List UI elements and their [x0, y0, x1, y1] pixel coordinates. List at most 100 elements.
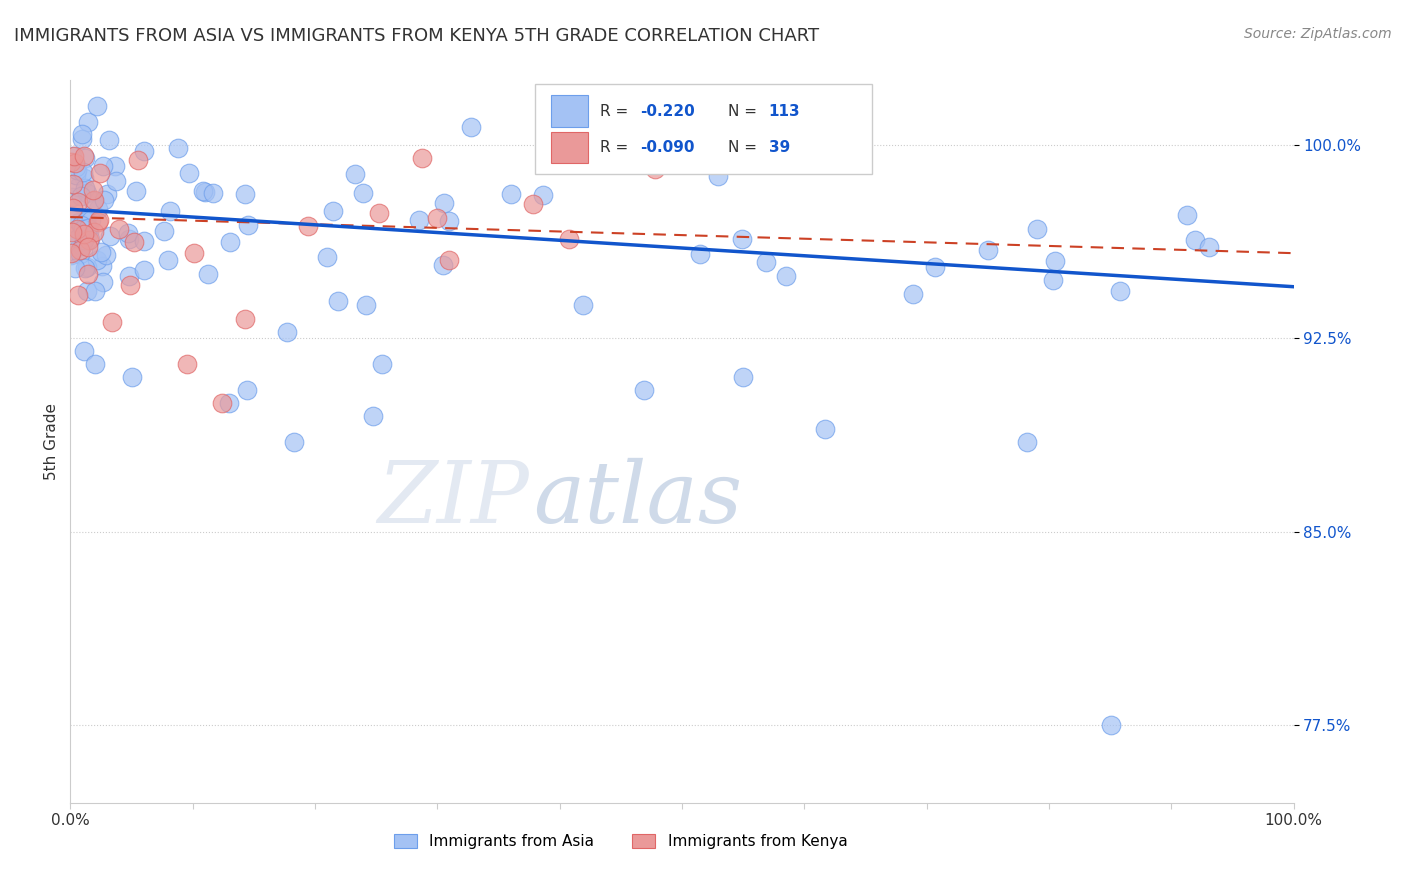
Point [437, 214, 460, 228]
Point [101, 315, 124, 329]
Point [77, 225, 100, 239]
Point [82, 184, 104, 198]
Point [69, 243, 91, 257]
Point [1198, 240, 1220, 254]
Point [197, 267, 219, 281]
Point [104, 174, 127, 188]
Point [62, 149, 84, 163]
Point [276, 325, 298, 339]
Point [76, 284, 98, 298]
Point [572, 298, 595, 312]
Point [87, 215, 110, 229]
Point [75, 213, 97, 227]
Point [90, 244, 112, 259]
Text: N =: N = [728, 103, 762, 119]
Text: atlas: atlas [533, 458, 742, 541]
Point [104, 159, 127, 173]
Legend: Immigrants from Asia, Immigrants from Kenya: Immigrants from Asia, Immigrants from Ke… [387, 826, 855, 856]
Point [1042, 273, 1064, 287]
Point [1175, 209, 1198, 223]
Point [976, 243, 998, 257]
Point [67, 287, 90, 301]
Point [1025, 222, 1047, 236]
Point [283, 434, 305, 449]
Point [66, 162, 89, 177]
Point [70, 189, 93, 203]
Point [62, 201, 84, 215]
Point [73, 261, 96, 276]
Point [1109, 284, 1132, 298]
Point [60, 154, 83, 169]
Point [65, 168, 87, 182]
Point [426, 211, 449, 225]
Point [731, 232, 754, 246]
Point [108, 222, 131, 236]
Point [118, 277, 141, 292]
Point [66, 194, 89, 209]
Point [79, 232, 101, 246]
Point [70, 128, 93, 142]
Y-axis label: 5th Grade: 5th Grade [44, 403, 59, 480]
Point [87, 213, 110, 227]
Point [77, 233, 100, 247]
Point [94, 248, 117, 262]
Point [93, 275, 115, 289]
Point [70, 132, 93, 146]
Point [93, 194, 115, 208]
Text: 39: 39 [769, 140, 790, 155]
Point [67, 231, 90, 245]
Point [152, 224, 174, 238]
FancyBboxPatch shape [551, 132, 588, 163]
Point [73, 149, 96, 163]
Point [558, 232, 581, 246]
Text: IMMIGRANTS FROM ASIA VS IMMIGRANTS FROM KENYA 5TH GRADE CORRELATION CHART: IMMIGRANTS FROM ASIA VS IMMIGRANTS FROM … [14, 27, 820, 45]
Point [63, 261, 86, 276]
Text: 113: 113 [769, 103, 800, 119]
Point [411, 151, 433, 165]
Point [201, 186, 224, 200]
Point [59, 248, 82, 262]
Text: -0.220: -0.220 [640, 103, 695, 119]
Point [814, 422, 837, 436]
Point [77, 115, 100, 129]
Point [533, 188, 555, 202]
Text: R =: R = [600, 103, 633, 119]
Point [356, 298, 378, 312]
Point [460, 120, 482, 135]
Point [361, 409, 384, 423]
Point [121, 370, 143, 384]
Text: R =: R = [600, 140, 633, 155]
Point [326, 293, 349, 308]
Point [1045, 254, 1067, 268]
Point [924, 260, 946, 274]
Point [73, 233, 96, 247]
Point [211, 396, 233, 410]
Point [235, 383, 257, 397]
Point [65, 160, 87, 174]
Point [73, 170, 96, 185]
Point [132, 234, 155, 248]
Point [86, 253, 108, 268]
Point [1099, 718, 1122, 732]
Point [157, 252, 180, 267]
Point [177, 166, 200, 180]
Point [77, 240, 100, 254]
Point [522, 197, 544, 211]
Point [65, 156, 87, 170]
Point [344, 168, 367, 182]
Point [499, 187, 522, 202]
Point [84, 357, 107, 371]
Point [70, 218, 93, 232]
Point [67, 215, 90, 229]
Point [117, 227, 139, 241]
Point [903, 286, 925, 301]
Text: ZIP: ZIP [377, 458, 529, 541]
Point [60, 225, 83, 239]
Text: -0.090: -0.090 [640, 140, 695, 155]
Point [118, 232, 141, 246]
Point [77, 221, 100, 235]
Point [98, 133, 121, 147]
Point [91, 159, 114, 173]
FancyBboxPatch shape [551, 95, 588, 128]
Point [233, 311, 256, 326]
